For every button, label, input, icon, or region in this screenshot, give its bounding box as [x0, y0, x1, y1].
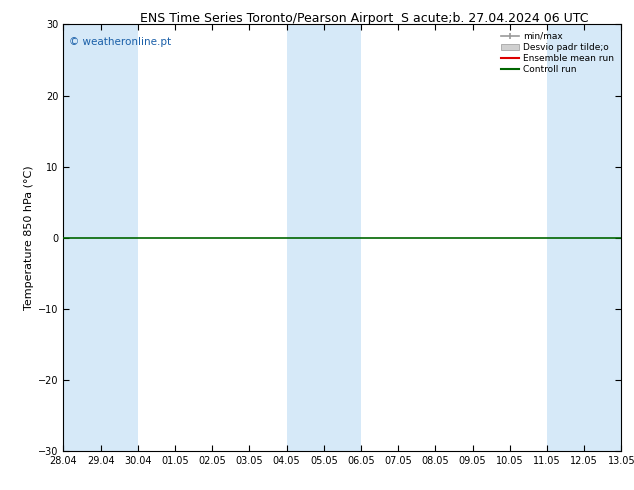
Text: S acute;b. 27.04.2024 06 UTC: S acute;b. 27.04.2024 06 UTC — [401, 12, 588, 25]
Bar — [101, 24, 138, 451]
Bar — [547, 24, 584, 451]
Y-axis label: Temperature 850 hPa (°C): Temperature 850 hPa (°C) — [24, 165, 34, 310]
Bar — [324, 24, 361, 451]
Legend: min/max, Desvio padr tilde;o, Ensemble mean run, Controll run: min/max, Desvio padr tilde;o, Ensemble m… — [499, 29, 617, 77]
Bar — [287, 24, 324, 451]
Bar — [584, 24, 621, 451]
Bar — [63, 24, 101, 451]
Text: © weatheronline.pt: © weatheronline.pt — [69, 37, 171, 48]
Text: ENS Time Series Toronto/Pearson Airport: ENS Time Series Toronto/Pearson Airport — [139, 12, 393, 25]
